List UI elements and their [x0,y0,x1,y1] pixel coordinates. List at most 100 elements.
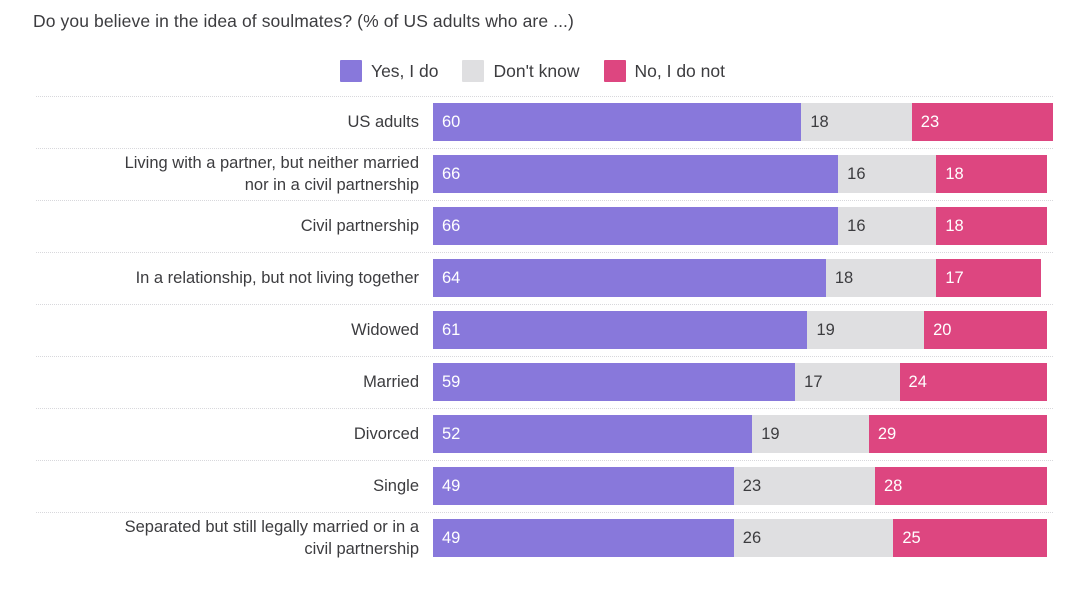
category-label-line: Single [373,477,419,495]
stacked-bar: 52 19 29 [433,415,1053,453]
stacked-bar: 66 16 18 [433,155,1053,193]
bar-segment-yes[interactable]: 66 [433,155,839,193]
chart-row: Married 59 17 24 [0,356,1065,408]
legend-item[interactable]: Yes, I do [340,60,438,82]
bar-value-label: 24 [908,372,927,391]
row-separator [36,96,1053,98]
chart-row: US adults 60 18 23 [0,96,1065,148]
chart-row: Living with a partner, but neither marri… [0,148,1065,200]
stacked-bar: 60 18 23 [433,103,1053,141]
legend-label: Yes, I do [371,61,439,81]
bar-segment-no[interactable]: 18 [936,207,1047,245]
bar-value-label: 26 [742,528,762,547]
bar-segment-dont-know[interactable]: 23 [733,467,875,505]
bar-value-label: 23 [920,112,940,131]
row-separator [36,408,1053,410]
bar-segment-dont-know[interactable]: 17 [795,363,900,401]
bar-value-label: 64 [442,268,461,287]
row-separator [36,200,1053,202]
bar-value-label: 16 [847,216,866,235]
bar-value-label: 49 [442,528,461,547]
category-label: Separated but still legally married or i… [20,512,426,564]
bar-segment-no[interactable]: 24 [899,363,1047,401]
bar-segment-dont-know[interactable]: 16 [838,155,937,193]
bar-segment-yes[interactable]: 52 [433,415,753,453]
bar-segment-no[interactable]: 25 [893,519,1047,557]
chart-row: Separated but still legally married or i… [0,512,1065,564]
bar-segment-dont-know[interactable]: 18 [825,259,937,297]
bar-segment-yes[interactable]: 49 [433,519,734,557]
category-label: Civil partnership [20,200,426,252]
bar-segment-no[interactable]: 23 [911,103,1053,141]
bar-segment-yes[interactable]: 64 [433,259,826,297]
row-separator [36,460,1053,462]
bar-value-label: 49 [442,476,461,495]
bar-value-label: 28 [883,476,903,495]
category-label: Widowed [20,304,426,356]
bar-value-label: 25 [902,528,921,547]
bar-value-label: 61 [442,320,461,339]
chart-row: Single 49 23 28 [0,460,1065,512]
bar-value-label: 17 [945,268,964,287]
legend-item[interactable]: No, I do not [603,60,725,82]
legend-swatch-icon [462,60,485,82]
bar-segment-dont-know[interactable]: 26 [733,519,894,557]
bar-segment-no[interactable]: 28 [874,467,1047,505]
bar-segment-dont-know[interactable]: 18 [801,103,912,141]
row-separator [36,512,1053,514]
category-label-line: US adults [347,113,419,131]
legend-label: No, I do not [634,61,725,81]
bar-value-label: 66 [442,164,461,183]
bar-segment-yes[interactable]: 66 [433,207,839,245]
bar-segment-dont-know[interactable]: 19 [807,311,925,349]
bar-value-label: 17 [804,372,823,391]
category-label-line: Married [363,373,419,391]
chart-legend: Yes, I do Don't know No, I do not [0,58,1065,84]
chart-row: Civil partnership 66 16 18 [0,200,1065,252]
bar-segment-yes[interactable]: 59 [433,363,796,401]
chart-plot-area: US adults 60 18 23 Living with a partner, bu… [0,96,1065,615]
stacked-bar: 64 18 17 [433,259,1053,297]
category-label: In a relationship, but not living togeth… [20,252,426,304]
bar-value-label: 60 [442,112,461,131]
chart-row: Widowed 61 19 20 [0,304,1065,356]
bar-segment-yes[interactable]: 60 [433,103,802,141]
bar-segment-yes[interactable]: 49 [433,467,734,505]
bar-segment-no[interactable]: 29 [868,415,1047,453]
bar-value-label: 16 [847,164,866,183]
stacked-bar: 66 16 18 [433,207,1053,245]
chart-row: Divorced 52 19 29 [0,408,1065,460]
category-label-line: Widowed [351,321,419,339]
bar-value-label: 18 [810,112,829,131]
bar-segment-no[interactable]: 17 [936,259,1041,297]
category-label: Married [20,356,426,408]
row-separator [36,148,1053,150]
stacked-bar: 61 19 20 [433,311,1053,349]
category-label-line: Separated but still legally married or i… [124,518,419,536]
legend-item[interactable]: Don't know [462,60,580,82]
row-separator [36,304,1053,306]
category-label-line: Living with a partner, but neither marri… [124,154,419,172]
category-label: Divorced [20,408,426,460]
legend-label: Don't know [493,61,580,81]
bar-value-label: 18 [834,268,854,287]
bar-segment-no[interactable]: 18 [936,155,1047,193]
bar-segment-no[interactable]: 20 [924,311,1047,349]
stacked-bar: 49 26 25 [433,519,1053,557]
category-label-line: Civil partnership [300,217,419,235]
bar-segment-dont-know[interactable]: 16 [838,207,937,245]
bar-value-label: 20 [933,320,952,339]
category-label-line: Divorced [353,425,419,443]
category-label: US adults [20,96,426,148]
bar-value-label: 18 [945,216,964,235]
legend-swatch-icon [340,60,362,82]
chart-title: Do you believe in the idea of soulmates?… [33,11,574,31]
stacked-bar: 59 17 24 [433,363,1053,401]
stacked-bar: 49 23 28 [433,467,1053,505]
bar-value-label: 18 [945,164,964,183]
category-label-line: nor in a civil partnership [244,176,419,194]
category-label: Single [20,460,426,512]
bar-segment-yes[interactable]: 61 [433,311,808,349]
bar-segment-dont-know[interactable]: 19 [752,415,869,453]
legend-swatch-icon [603,60,626,82]
